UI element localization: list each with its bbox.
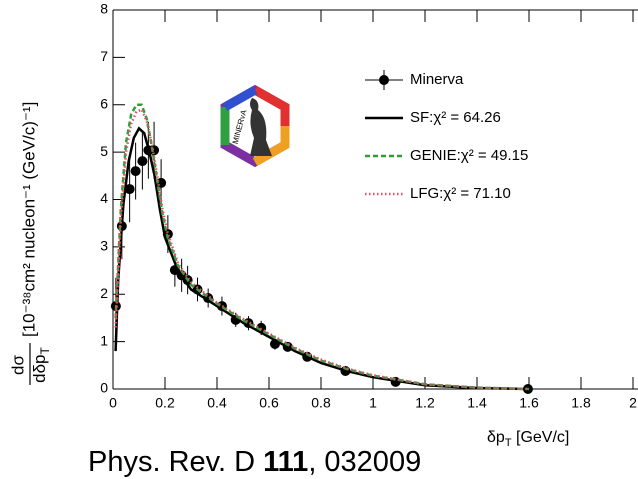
logo-text: MINERvA	[231, 108, 249, 145]
logo-segment	[252, 126, 290, 166]
x-label-sub: T	[505, 437, 512, 449]
x-tick-label: 0.8	[311, 395, 331, 411]
logo-segment	[222, 86, 258, 111]
x-tick-label: 1	[369, 395, 377, 411]
x-tick-label: 0.6	[259, 395, 279, 411]
y-tick-label: 1	[100, 332, 108, 348]
x-tick-label: 0	[109, 395, 117, 411]
y-tick-label: 6	[100, 95, 108, 111]
data-point	[137, 156, 148, 167]
x-tick-label: 2	[629, 395, 637, 411]
y-tick-label: 0	[100, 380, 108, 396]
data-point	[130, 166, 141, 177]
y-label-denominator: dδpT	[30, 346, 52, 382]
y-tick-label: 8	[100, 1, 108, 17]
x-tick-label: 1.4	[467, 395, 487, 411]
y-axis-label: dσ dδpT [10⁻³⁸cm² nucleon⁻¹ (GeV/c)⁻¹]	[8, 102, 52, 385]
y-tick-label: 2	[100, 285, 108, 301]
model-curve	[114, 107, 530, 391]
y-label-denominator-main: dδp	[30, 354, 49, 382]
y-label-units: [10⁻³⁸cm² nucleon⁻¹ (GeV/c)⁻¹]	[19, 102, 38, 337]
y-tick-label: 4	[100, 190, 108, 206]
x-tick-label: 0.2	[155, 395, 175, 411]
legend-label: LFG:χ² = 71.10	[410, 185, 511, 202]
model-curve	[114, 126, 530, 391]
y-tick-label: 5	[100, 143, 108, 159]
x-tick-label: 1.8	[571, 395, 591, 411]
x-tick-label: 1.6	[519, 395, 539, 411]
y-label-denominator-sub: T	[38, 346, 52, 354]
legend-label: Minerva	[410, 71, 464, 88]
legend-label: GENIE:χ² = 49.15	[410, 147, 528, 164]
x-label-main: δp	[487, 429, 505, 446]
logo-segment	[252, 86, 290, 126]
citation-prefix: Phys. Rev. D	[88, 446, 263, 478]
x-tick-label: 1.2	[415, 395, 435, 411]
citation: Phys. Rev. D 111, 032009	[88, 446, 421, 478]
citation-suffix: , 032009	[308, 446, 421, 478]
logo: MINERvA	[220, 84, 290, 168]
x-tick-label: 0.4	[207, 395, 227, 411]
y-label-numerator: dσ	[8, 355, 27, 375]
x-axis-label: δpT [GeV/c]	[487, 429, 569, 449]
data-point	[124, 184, 135, 195]
logo-figure	[250, 98, 272, 156]
y-tick-label: 3	[100, 238, 108, 254]
legend-label: SF:χ² = 64.26	[410, 109, 501, 126]
x-label-unit: [GeV/c]	[512, 429, 570, 446]
citation-volume: 111	[263, 446, 308, 478]
legend-marker	[379, 75, 389, 85]
y-tick-label: 7	[100, 48, 108, 64]
